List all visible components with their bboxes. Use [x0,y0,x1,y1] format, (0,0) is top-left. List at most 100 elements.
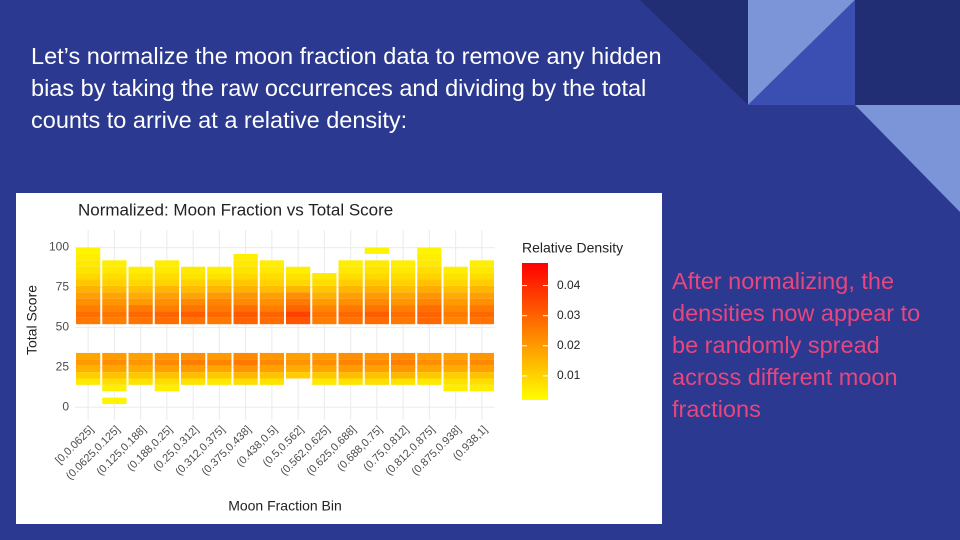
heat-cell [286,292,311,299]
legend-title: Relative Density [522,240,623,256]
heat-cell [338,365,363,373]
heat-cell [469,298,494,306]
heat-cell [469,266,494,274]
heat-cell [181,279,206,286]
heat-cell [338,305,363,312]
heat-cell [259,298,284,306]
heat-cell [469,378,494,385]
heat-cell [469,292,494,299]
heat-cell [76,253,101,261]
heat-cell [181,352,206,360]
heat-cell [207,359,232,366]
heat-cell [443,285,468,293]
heat-cell [233,317,258,325]
heat-cell [207,298,232,306]
heat-cell [312,317,337,325]
colorbar-label: 0.03 [557,308,581,322]
heat-cell [154,372,179,379]
heat-cell [76,273,101,280]
heat-cell [76,285,101,293]
heat-cell [181,273,206,280]
heat-cell [312,298,337,306]
heat-cell [154,359,179,366]
y-tick-label: 100 [49,240,69,254]
heat-cell [181,266,206,274]
heat-cell [102,266,127,274]
heat-cell [128,292,153,299]
heat-cell [443,292,468,299]
heat-cell [443,266,468,274]
y-tick-label: 0 [62,399,69,413]
y-axis-label: Total Score [24,285,40,355]
heat-cell [338,372,363,379]
heat-cell [154,317,179,325]
heat-cell [391,279,416,286]
heat-cell [469,317,494,325]
heat-cell [128,305,153,312]
heat-cell [312,305,337,312]
heat-cell [76,372,101,379]
heat-cell [417,279,442,286]
heat-cell [469,384,494,392]
heat-cell [259,260,284,267]
heat-cell [233,285,258,293]
heat-cell [312,352,337,360]
heat-cell [443,273,468,280]
y-tick-label: 25 [56,359,70,373]
heat-cell [154,273,179,280]
heat-cell [181,298,206,306]
heat-cell [181,285,206,293]
heat-cell [391,305,416,312]
heat-cell [312,365,337,373]
heat-cell [312,372,337,379]
heat-cell [233,305,258,312]
heat-cell [417,253,442,261]
heat-cell [312,378,337,385]
decor-mid [748,0,855,105]
heat-cell [391,266,416,274]
heat-cell [417,378,442,385]
heat-cell [102,298,127,306]
heat-cell [391,317,416,325]
heat-cell [259,317,284,325]
heat-cell [391,292,416,299]
heat-cell [128,266,153,274]
heading: Let’s normalize the moon fraction data t… [31,43,662,133]
heat-cell [181,372,206,379]
heat-cell [417,359,442,366]
heat-cell [391,378,416,385]
heat-cell [259,305,284,312]
heat-cell [417,317,442,325]
heat-cell [286,317,311,325]
heat-cell [76,365,101,373]
heat-cell [312,273,337,280]
heat-cell [102,279,127,286]
heat-cell [312,292,337,299]
heat-cell [207,365,232,373]
heat-cell [312,279,337,286]
heat-cell [469,273,494,280]
heat-cell [102,384,127,392]
heat-cell [417,298,442,306]
heat-cell [181,311,206,318]
heat-cell [76,247,101,254]
heat-cell [391,273,416,280]
heat-cell [286,372,311,379]
heat-cell [312,359,337,366]
heat-cell [338,260,363,267]
heat-cell [364,247,389,254]
heat-cell [128,372,153,379]
heat-cell [259,365,284,373]
heat-cell [338,378,363,385]
heat-cell [417,266,442,274]
heat-cell [154,305,179,312]
heat-cell [207,352,232,360]
heat-cell [102,273,127,280]
heat-cell [207,305,232,312]
decor-light [855,105,960,212]
heat-cell [364,372,389,379]
heat-cell [102,365,127,373]
heat-cell [233,279,258,286]
